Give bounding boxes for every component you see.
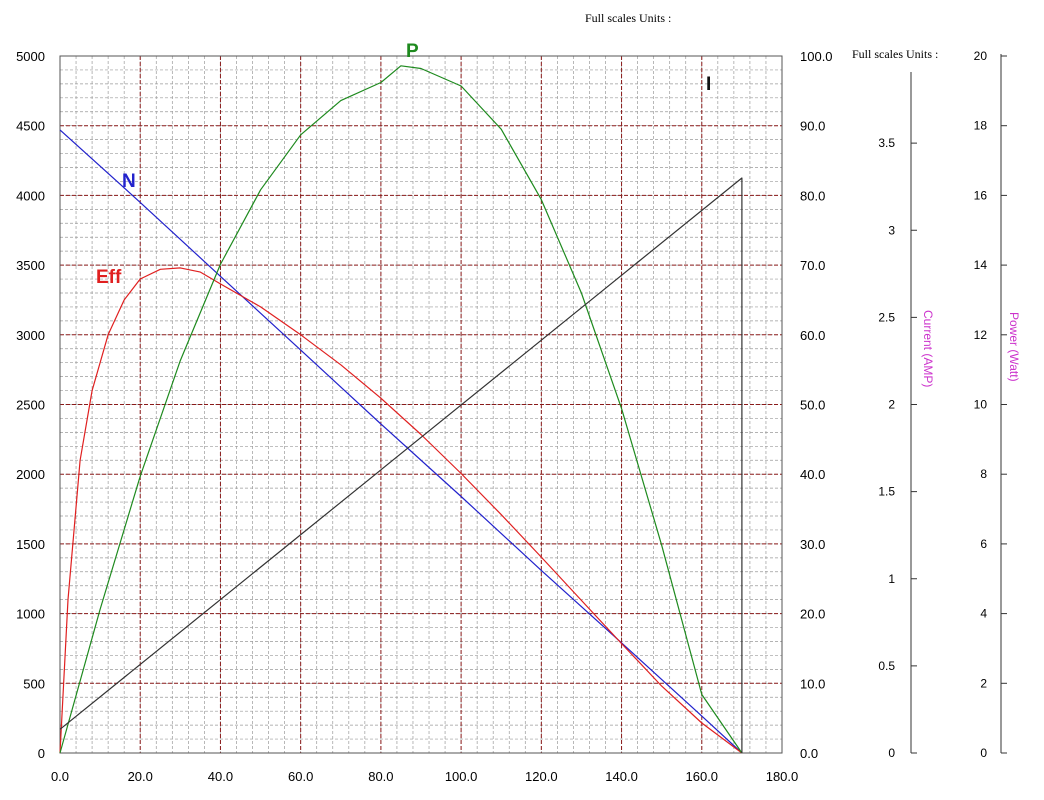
power-tick-label: 0 [980,746,987,760]
right-y-tick-label: 100.0 [800,49,833,64]
current-tick-label: 2.5 [878,310,895,324]
power-tick-label: 6 [980,537,987,551]
right-y-tick-label: 70.0 [800,258,825,273]
power-tick-label: 10 [974,398,988,412]
current-axis-label: Current (AMP) [921,310,935,387]
x-tick-label: 120.0 [525,769,558,784]
x-tick-label: 0.0 [51,769,69,784]
current-tick-label: 0.5 [878,659,895,673]
x-tick-label: 100.0 [445,769,478,784]
current-tick-label: 0 [888,746,895,760]
left-y-tick-label: 3000 [16,328,45,343]
header-full-scales-units-right: Full scales Units : [852,47,938,61]
x-tick-label: 140.0 [605,769,638,784]
curves [59,65,743,754]
left-y-tick-label: 2000 [16,467,45,482]
x-tick-label: 80.0 [368,769,393,784]
right-y-tick-label: 50.0 [800,398,825,413]
series-n-label: N [122,171,136,192]
labels: Full scales Units : Full scales Units : 0.… [16,11,1021,784]
right-y-tick-label: 10.0 [800,676,825,691]
left-y-tick-label: 1000 [16,607,45,622]
right-y-tick-label: 0.0 [800,746,818,761]
power-tick-label: 14 [974,258,988,272]
left-y-tick-label: 2500 [16,398,45,413]
current-tick-label: 3 [888,223,895,237]
power-tick-label: 18 [974,119,988,133]
right-y-tick-label: 20.0 [800,607,825,622]
left-y-tick-label: 1500 [16,537,45,552]
series-i-line [59,177,743,753]
left-y-tick-label: 0 [38,746,45,761]
current-tick-label: 2 [888,398,895,412]
left-y-tick-label: 500 [23,676,45,691]
right-y-tick-label: 80.0 [800,188,825,203]
series-eff-label: Eff [96,267,122,288]
plot-grid [59,55,783,754]
power-tick-label: 4 [980,607,987,621]
x-tick-label: 60.0 [288,769,313,784]
series-n-line [59,129,743,754]
current-tick-label: 3.5 [878,136,895,150]
power-axis-label: Power (Watt) [1007,312,1021,382]
header-full-scales-units-top: Full scales Units : [585,11,671,25]
axes [910,54,1007,754]
left-y-tick-label: 5000 [16,49,45,64]
series-i-label: I [706,74,711,95]
right-y-tick-label: 40.0 [800,467,825,482]
left-y-tick-label: 4000 [16,188,45,203]
current-tick-label: 1 [888,572,895,586]
power-tick-label: 20 [974,49,988,63]
plot-frame [59,55,783,754]
left-y-tick-label: 4500 [16,119,45,134]
series-p-label: P [406,41,419,62]
right-y-tick-label: 30.0 [800,537,825,552]
power-tick-label: 2 [980,676,987,690]
x-tick-label: 160.0 [686,769,719,784]
x-tick-label: 20.0 [128,769,153,784]
series-eff-line [59,267,743,754]
right-y-tick-label: 60.0 [800,328,825,343]
left-y-tick-label: 3500 [16,258,45,273]
x-tick-label: 180.0 [766,769,799,784]
right-y-tick-label: 90.0 [800,119,825,134]
power-tick-label: 8 [980,467,987,481]
x-tick-label: 40.0 [208,769,233,784]
power-tick-label: 16 [974,188,988,202]
current-tick-label: 1.5 [878,485,895,499]
power-tick-label: 12 [974,328,988,342]
series-p-line [59,65,743,754]
